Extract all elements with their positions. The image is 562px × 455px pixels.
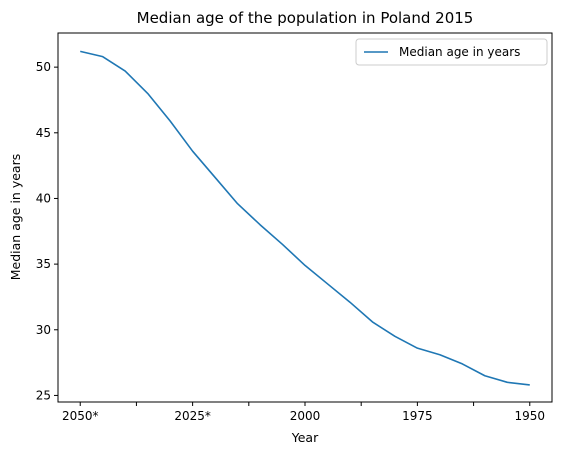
legend: Median age in years [355,38,548,66]
x-axis-label: Year [291,430,319,445]
y-axis: 25 30 35 40 45 50 [36,60,58,402]
x-tick-label: 1950 [514,409,545,423]
legend-entry: Median age in years [399,45,520,59]
y-axis-label: Median age in years [8,154,23,280]
x-tick-label: 2025* [174,409,211,423]
y-tick-label: 35 [36,257,51,271]
y-tick-label: 25 [36,388,51,402]
x-axis: 2050* 2025* 2000 1975 1950 [62,402,545,423]
x-tick-label: 2000 [290,409,321,423]
y-tick-label: 50 [36,60,51,74]
series-line [80,50,530,386]
legend-box [355,38,548,66]
x-tick-label: 1975 [402,409,433,423]
y-tick-label: 45 [36,126,51,140]
y-tick-label: 30 [36,323,51,337]
y-tick-label: 40 [36,191,51,205]
series-layer [80,50,530,386]
x-tick-label: 2050* [62,409,99,423]
chart-title: Median age of the population in Poland 2… [137,9,474,27]
